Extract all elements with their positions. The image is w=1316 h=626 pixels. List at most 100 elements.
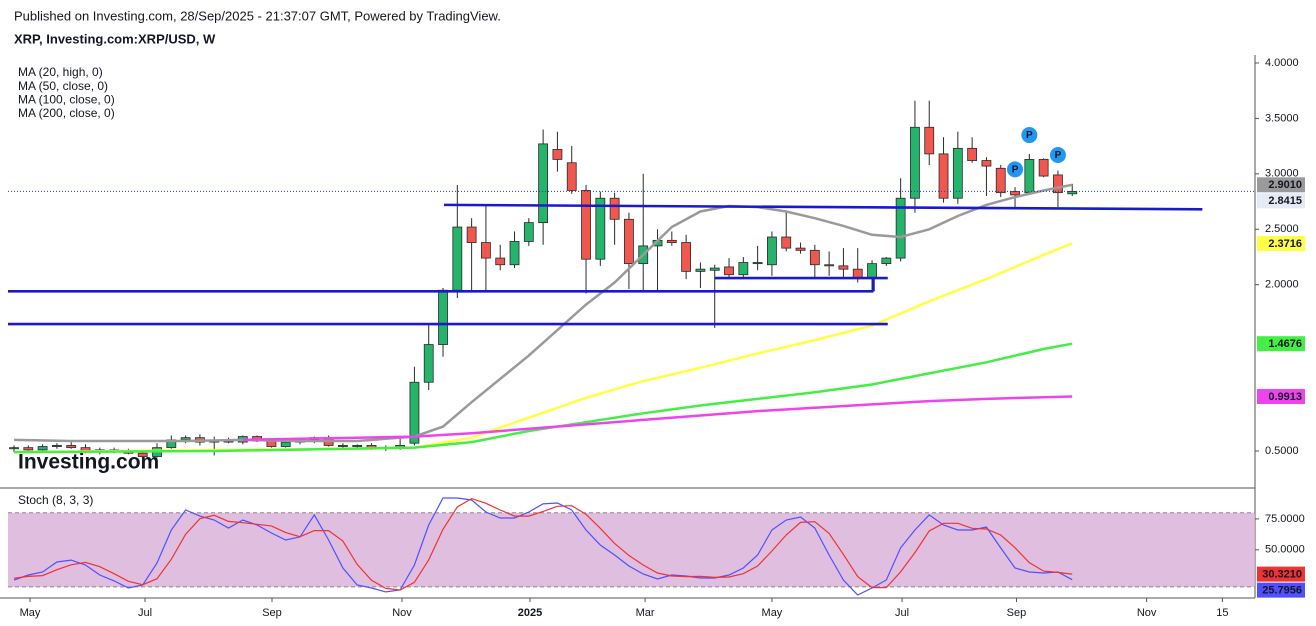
candle-body [1038, 159, 1049, 177]
candle-body [952, 147, 963, 199]
candle-body [581, 190, 591, 260]
price-label: 2.8415 [1268, 195, 1302, 207]
price-label: 0.9913 [1268, 391, 1302, 403]
price-label-box [1257, 389, 1305, 405]
legend-entry: MA (20, high, 0) [18, 65, 103, 79]
x-tick-label: May [20, 607, 41, 619]
candle-body [409, 381, 420, 444]
candle-body [9, 447, 19, 450]
price-label-box [1257, 177, 1305, 193]
price-label: 1.4676 [1268, 338, 1302, 350]
candle-body [781, 236, 792, 249]
candle-body [352, 445, 363, 447]
candle-body [266, 440, 277, 447]
candle-body [452, 226, 463, 291]
candle-body [466, 226, 477, 243]
symbol-title: XRP, Investing.com:XRP/USD, W [14, 31, 216, 46]
x-tick-label: May [762, 607, 783, 619]
pivot-marker-label: P [1026, 130, 1033, 141]
x-tick-label: Mar [636, 607, 655, 619]
y-tick-label: 3.5000 [1265, 112, 1299, 124]
candle-body [137, 452, 148, 457]
x-tick-label: 15 [1216, 607, 1228, 619]
price-label-box [1257, 566, 1305, 582]
candle-body [981, 160, 992, 167]
moving-average-line [242, 395, 1073, 442]
pivot-marker [1021, 127, 1038, 144]
candle-body [624, 218, 634, 265]
candle-body [180, 437, 191, 441]
candle-body [523, 222, 534, 242]
y-tick-label: 2.5000 [1265, 223, 1299, 235]
candle-body [1010, 191, 1020, 196]
x-tick-label: Sep [1007, 607, 1027, 619]
legend-entry: MA (200, close, 0) [18, 106, 115, 120]
candle-body [1053, 174, 1063, 194]
x-tick-label: Sep [262, 607, 282, 619]
candle-body [824, 264, 835, 267]
candle-body [867, 263, 877, 279]
price-label: 2.3716 [1268, 238, 1302, 250]
stoch-line [13, 497, 1073, 596]
candle-body [566, 162, 577, 191]
candle-body [967, 147, 978, 161]
candle-body [767, 236, 777, 266]
candle-body [23, 447, 34, 451]
candle-body [280, 441, 291, 447]
pivot-marker-label: P [1012, 165, 1019, 176]
candle-body [509, 241, 520, 266]
candle-body [423, 344, 434, 383]
candle-body [895, 197, 906, 259]
price-label-box [1257, 336, 1305, 352]
x-tick-label: Nov [392, 607, 412, 619]
candle-body [37, 446, 48, 451]
stoch-title: Stoch (8, 3, 3) [18, 493, 93, 507]
candle-body [1067, 191, 1078, 195]
drawn-line [444, 203, 1203, 211]
moving-average-line [13, 342, 1073, 454]
x-tick-label: Jul [895, 607, 909, 619]
x-tick-label: Jul [138, 607, 152, 619]
x-tick-label: Nov [1137, 607, 1157, 619]
price-label-box [1257, 582, 1305, 598]
stoch-band [8, 512, 1255, 587]
candle-body [938, 153, 949, 199]
y-tick-label: 50.0000 [1265, 544, 1305, 556]
candle-body [838, 265, 849, 270]
stoch-line [13, 497, 1073, 591]
candle-body [338, 445, 348, 447]
price-label: 25.7956 [1262, 585, 1302, 597]
pivot-marker [1049, 146, 1066, 163]
candle-body [924, 126, 935, 155]
candle-body [809, 249, 820, 266]
candle-body [695, 268, 706, 272]
legend-entry: MA (100, close, 0) [18, 92, 115, 106]
candle-body [709, 267, 720, 271]
price-label: 2.9010 [1268, 179, 1302, 191]
candle-body [66, 445, 77, 449]
price-label-box [1257, 193, 1305, 209]
candle-body [852, 268, 863, 279]
pivot-marker [1007, 161, 1024, 178]
y-tick-label: 2.0000 [1265, 279, 1299, 291]
moving-average-line [13, 183, 1073, 443]
price-label-box [1257, 235, 1305, 251]
candle-body [666, 239, 677, 243]
candle-body [681, 242, 692, 272]
candle-body [910, 126, 920, 199]
candle-body [724, 266, 734, 276]
y-tick-label: 4.0000 [1265, 57, 1299, 69]
y-tick-label: 0.5000 [1265, 445, 1299, 457]
candle-body [881, 257, 892, 265]
x-tick-label: 2025 [518, 607, 542, 619]
pivot-marker-label: P [1055, 150, 1062, 161]
candle-body [495, 257, 506, 266]
candle-body [52, 445, 62, 447]
candle-body [438, 289, 448, 345]
y-tick-label: 3.0000 [1265, 168, 1299, 180]
candle-body [609, 197, 620, 220]
candle-body [752, 262, 763, 265]
candle-body [795, 247, 806, 251]
